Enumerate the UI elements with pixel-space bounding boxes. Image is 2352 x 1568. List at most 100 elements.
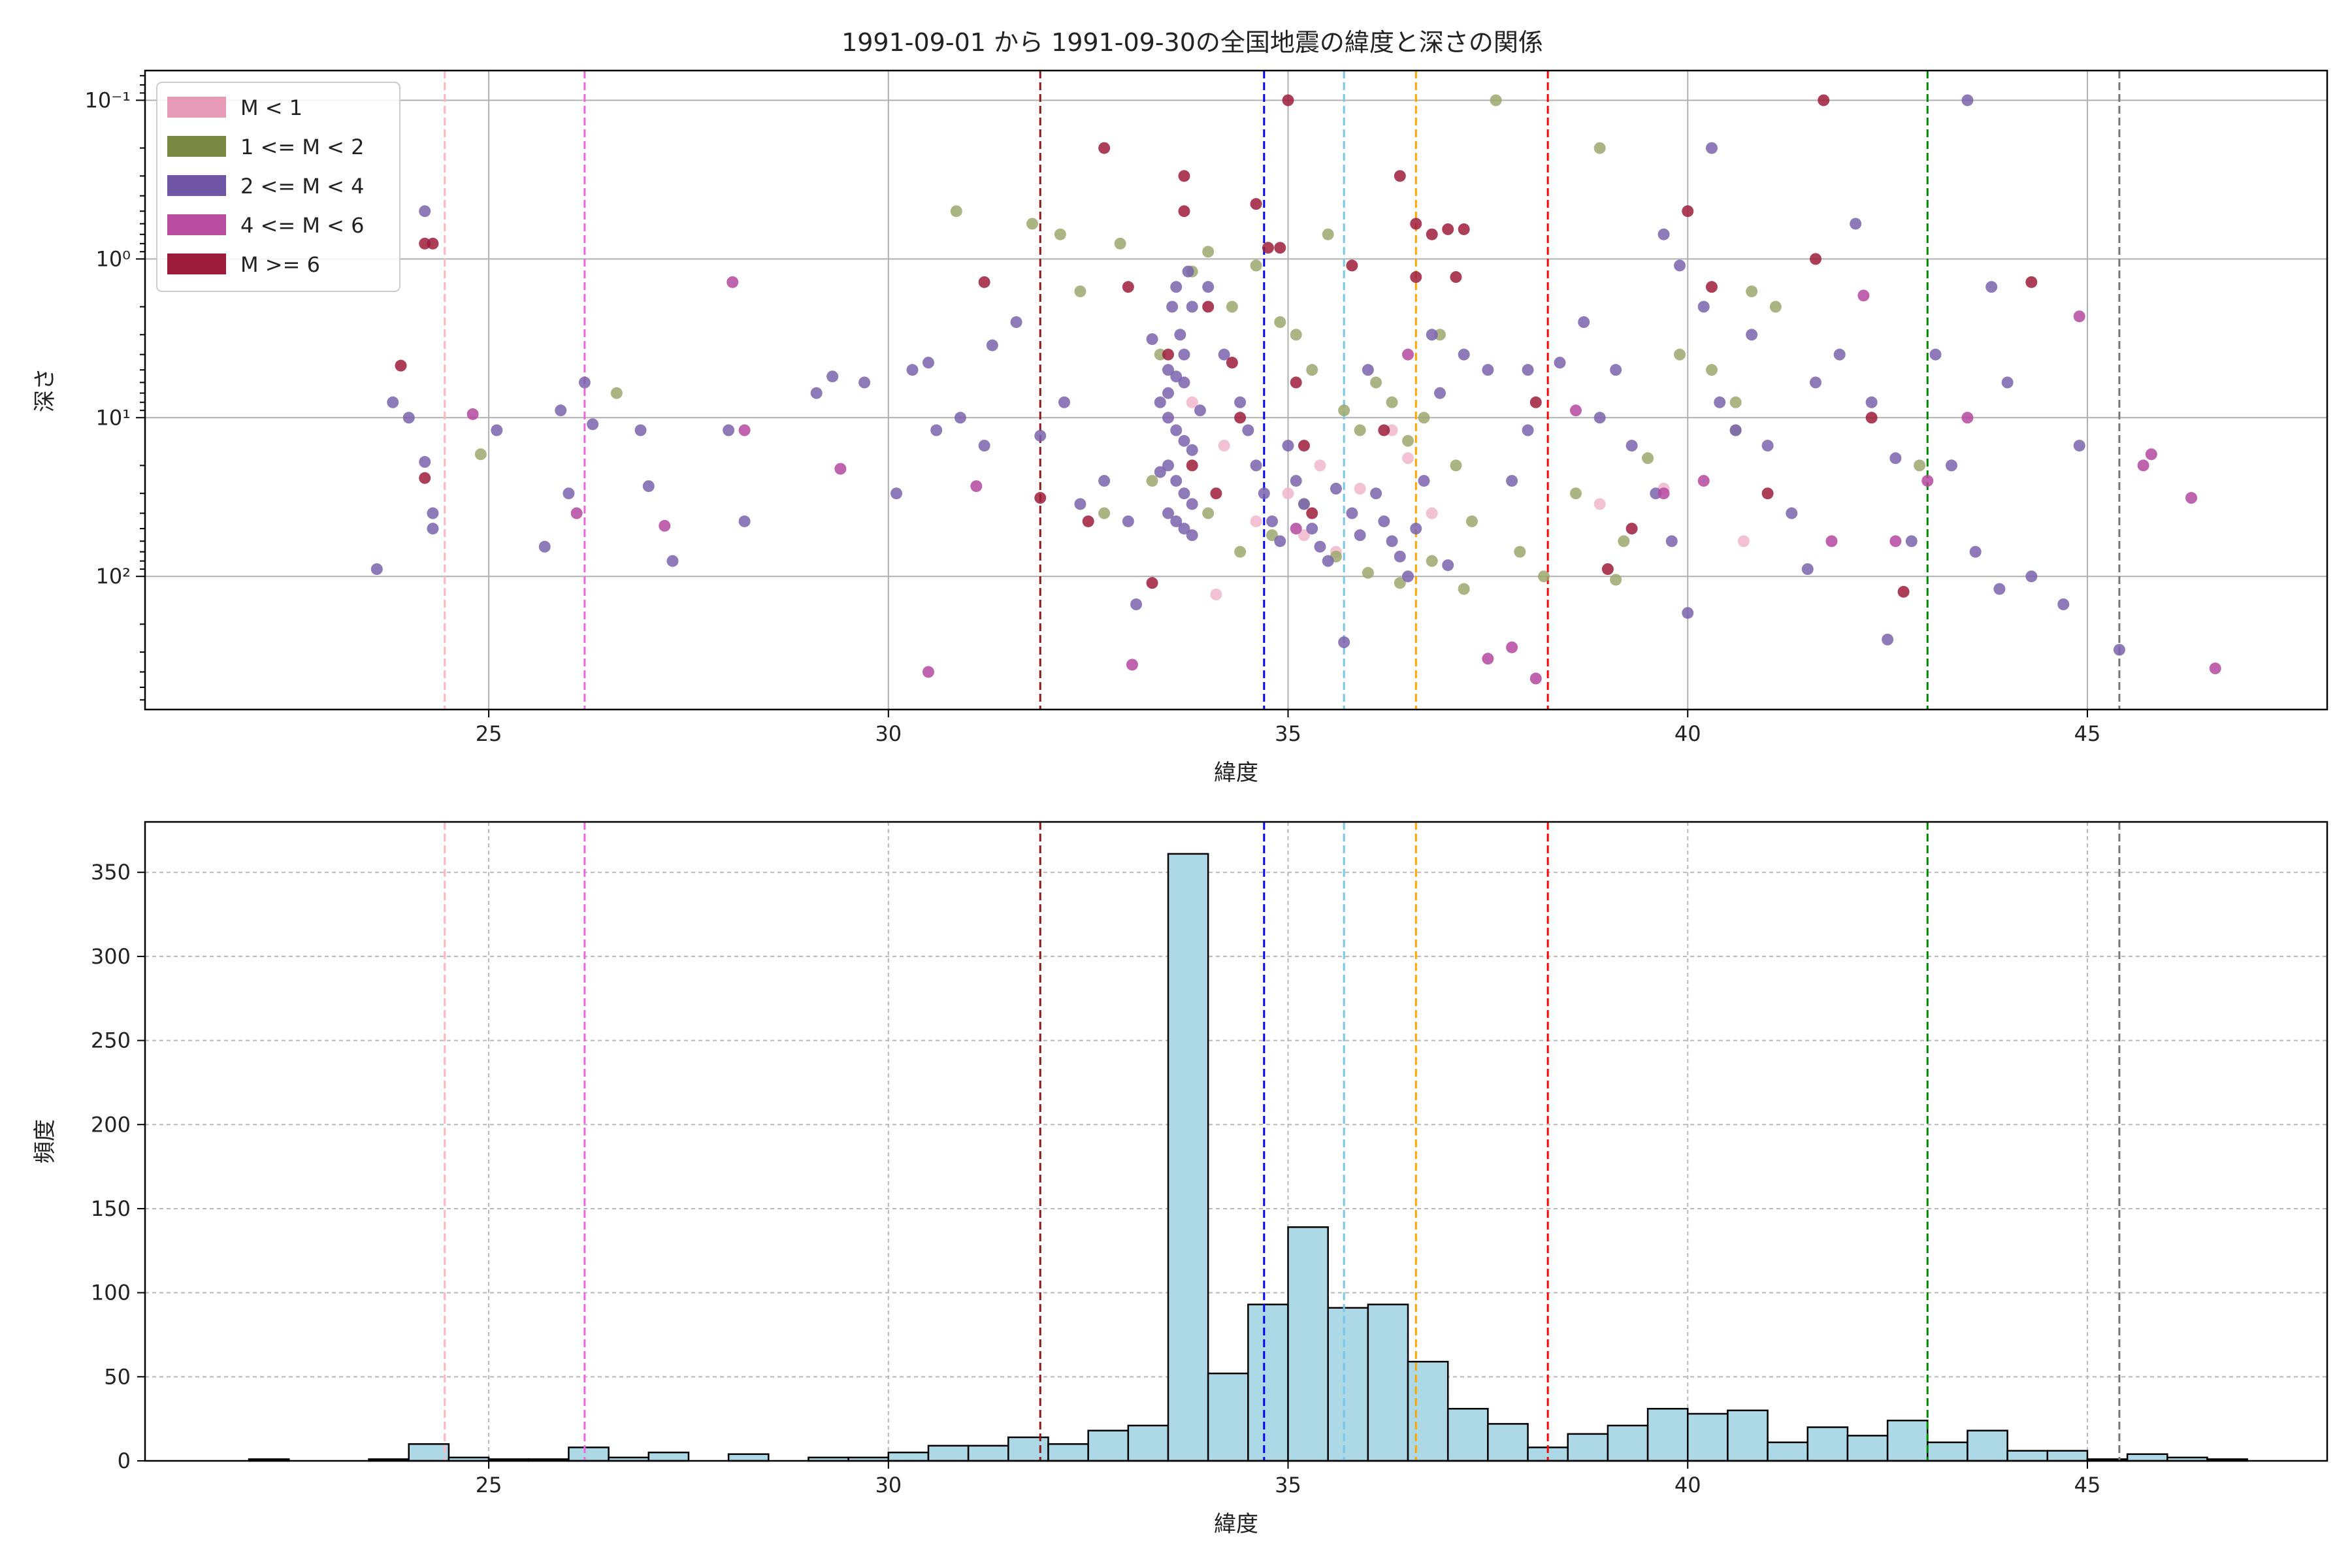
scatter-point <box>1418 474 1430 487</box>
scatter-point <box>1114 237 1126 250</box>
scatter-series-2 <box>370 94 2125 656</box>
scatter-point <box>2137 459 2149 472</box>
scatter-point <box>1354 529 1366 542</box>
scatter-point <box>1993 583 2006 595</box>
scatter-point <box>538 540 551 553</box>
legend-swatch <box>167 253 226 274</box>
scatter-y-tick-label: 10⁰ <box>95 246 131 271</box>
scatter-point <box>1234 396 1247 408</box>
scatter-axes-frame <box>144 69 2328 711</box>
scatter-point <box>578 376 591 389</box>
scatter-point <box>1290 474 1302 487</box>
scatter-point <box>427 237 439 250</box>
hist-x-tick-label: 30 <box>875 1473 902 1497</box>
scatter-panel: 25 30 35 40 45 10⁻¹ 10⁰ 10¹ 10² 緯度 深さ M < 1 1 <= M <… <box>32 69 2328 786</box>
scatter-point <box>1882 633 1894 645</box>
scatter-point <box>1985 281 1998 293</box>
hist-bar <box>1567 1433 1609 1462</box>
scatter-point <box>1522 364 1534 376</box>
legend-label: M >= 6 <box>240 252 320 277</box>
hist-bar <box>927 1445 970 1462</box>
scatter-point <box>1402 434 1414 447</box>
hist-bar <box>1927 1441 1968 1462</box>
scatter-point <box>1554 357 1566 369</box>
hist-x-tick-label: 35 <box>1275 1473 1301 1497</box>
hist-bar <box>1487 1423 1529 1462</box>
scatter-point <box>1146 333 1158 346</box>
scatter-y-tick-label: 10² <box>95 564 131 589</box>
scatter-point <box>1226 301 1238 313</box>
scatter-point <box>1426 507 1438 519</box>
scatter-point <box>1801 563 1814 576</box>
scatter-point <box>1314 540 1326 553</box>
hist-bar <box>1087 1429 1130 1462</box>
scatter-point <box>1306 523 1318 535</box>
scatter-point <box>1262 242 1274 254</box>
hist-bar <box>1686 1413 1729 1462</box>
scatter-point <box>1234 412 1247 424</box>
scatter-point <box>1186 498 1198 510</box>
hist-bar <box>1646 1407 1689 1462</box>
scatter-point <box>1465 515 1478 527</box>
scatter-point <box>1961 94 1974 106</box>
scatter-point <box>1418 412 1430 424</box>
scatter-point <box>978 276 990 288</box>
scatter-point <box>986 339 998 351</box>
hist-bar <box>1407 1360 1449 1462</box>
scatter-point <box>1969 546 1982 558</box>
hist-bar <box>1806 1426 1849 1462</box>
scatter-point <box>738 515 751 527</box>
hist-bar <box>1327 1307 1369 1462</box>
scatter-point <box>1569 404 1582 417</box>
scatter-point <box>1370 376 1382 389</box>
scatter-point <box>1514 546 1526 558</box>
scatter-point <box>1250 198 1262 210</box>
scatter-point <box>1729 424 1742 436</box>
scatter-point <box>1186 444 1198 456</box>
scatter-point <box>1642 452 1654 465</box>
scatter-point <box>1857 289 1870 302</box>
scatter-point <box>395 359 407 372</box>
hist-y-tick-label: 200 <box>91 1112 131 1137</box>
scatter-point <box>1490 94 1502 106</box>
scatter-point <box>858 376 871 389</box>
scatter-point <box>419 205 431 218</box>
legend-swatch <box>167 97 226 118</box>
scatter-point <box>1593 412 1606 424</box>
hist-bar <box>1846 1435 1889 1462</box>
scatter-point <box>1865 396 1878 408</box>
hist-y-axis-label: 頻度 <box>32 1119 58 1164</box>
scatter-point <box>1126 659 1138 671</box>
scatter-point <box>1761 440 1774 452</box>
scatter-point <box>1202 281 1215 293</box>
hist-bar <box>1167 853 1209 1462</box>
scatter-point <box>1154 466 1166 478</box>
scatter-point <box>1266 515 1279 527</box>
scatter-series-3 <box>466 276 2221 685</box>
hist-bar <box>2046 1450 2089 1462</box>
scatter-point <box>1186 459 1198 472</box>
scatter-point <box>1170 370 1183 383</box>
scatter-point <box>1282 440 1294 452</box>
scatter-point <box>1098 474 1111 487</box>
scatter-point <box>1162 412 1175 424</box>
hist-bar <box>727 1453 770 1462</box>
legend-label: 2 <= M < 4 <box>240 174 364 199</box>
hist-bar <box>1207 1372 1249 1462</box>
scatter-point <box>1178 348 1190 361</box>
scatter-x-tick-label: 45 <box>2074 721 2101 746</box>
scatter-point <box>1250 459 1262 472</box>
hist-bar <box>1287 1226 1329 1462</box>
scatter-x-tick-label: 25 <box>476 721 502 746</box>
scatter-point <box>1394 577 1406 589</box>
legend-swatch <box>167 175 226 196</box>
scatter-point <box>1682 205 1694 218</box>
scatter-point <box>1386 396 1398 408</box>
scatter-point <box>1282 487 1294 500</box>
scatter-point <box>2025 276 2038 288</box>
scatter-point <box>1569 487 1582 500</box>
scatter-point <box>1370 487 1382 500</box>
scatter-point <box>1442 223 1454 235</box>
scatter-point <box>890 487 903 500</box>
scatter-point <box>1314 459 1326 472</box>
